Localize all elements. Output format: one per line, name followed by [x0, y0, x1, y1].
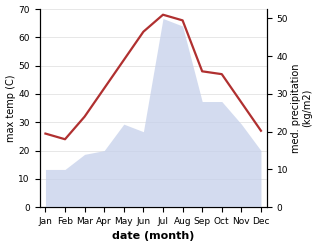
Y-axis label: max temp (C): max temp (C) — [5, 74, 16, 142]
Y-axis label: med. precipitation
(kg/m2): med. precipitation (kg/m2) — [291, 63, 313, 153]
X-axis label: date (month): date (month) — [112, 231, 194, 242]
